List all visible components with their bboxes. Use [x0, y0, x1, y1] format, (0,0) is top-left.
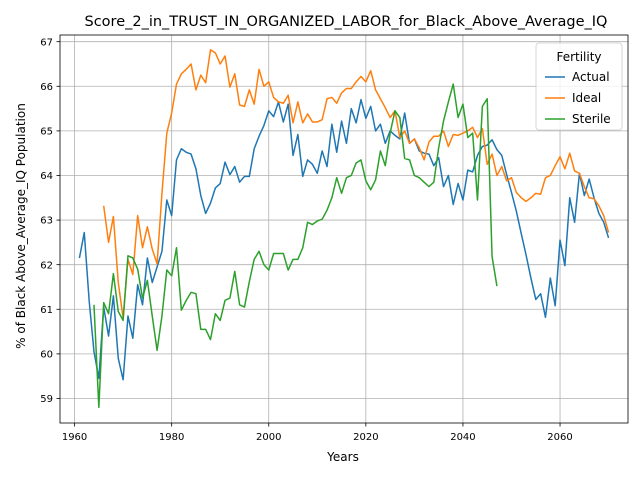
series-line-ideal	[102, 48, 610, 319]
y-tick-label: 60	[40, 349, 53, 360]
x-tick-label: 1960	[62, 432, 87, 443]
y-tick-label: 64	[40, 171, 53, 182]
chart-title: Score_2_in_TRUST_IN_ORGANIZED_LABOR_for_…	[85, 14, 608, 30]
legend: Fertility Actual Ideal Sterile	[535, 42, 623, 131]
y-tick-label: 63	[40, 216, 53, 227]
axis-ticks: 1960 1980 2000 2020 2040 2060 59 60 61 62 63 64 65 66…	[40, 37, 572, 443]
x-tick-label: 2000	[256, 432, 281, 443]
x-tick-label: 2060	[547, 432, 572, 443]
series-line-actual	[78, 98, 610, 381]
series-line-sterile	[93, 83, 498, 409]
y-tick-label: 67	[40, 37, 53, 48]
y-tick-label: 61	[40, 305, 53, 316]
x-tick-label: 1980	[159, 432, 184, 443]
legend-box	[535, 42, 623, 131]
plot-frame	[59, 34, 629, 424]
y-axis-label: % of Black Above_Average_IQ Population	[14, 103, 28, 349]
legend-label-ideal: Ideal	[572, 91, 601, 105]
legend-title: Fertility	[556, 50, 601, 64]
legend-label-actual: Actual	[572, 70, 610, 84]
y-tick-label: 59	[40, 394, 53, 405]
y-tick-label: 65	[40, 126, 53, 137]
series-lines	[78, 48, 610, 409]
y-tick-label: 66	[40, 82, 53, 93]
x-tick-label: 2040	[450, 432, 475, 443]
y-tick-label: 62	[40, 260, 53, 271]
legend-label-sterile: Sterile	[572, 112, 611, 126]
grid	[60, 35, 628, 423]
x-tick-label: 2020	[353, 432, 378, 443]
x-axis-label: Years	[326, 450, 359, 464]
